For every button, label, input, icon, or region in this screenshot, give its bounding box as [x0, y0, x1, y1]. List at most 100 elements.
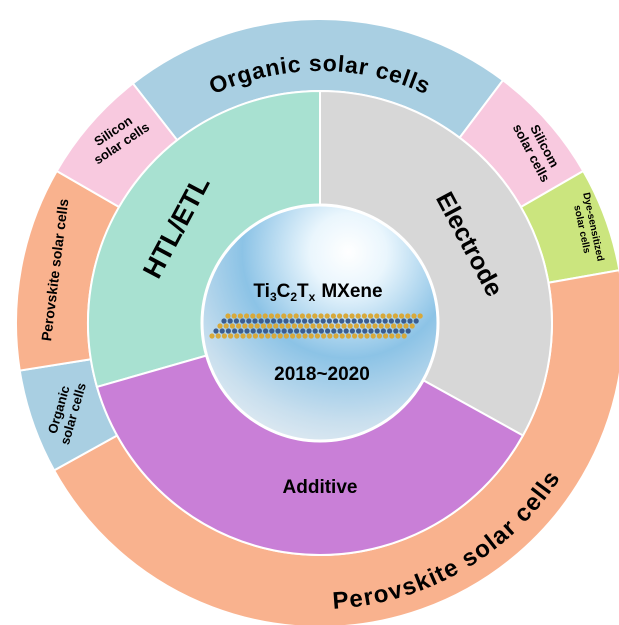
- atom: [329, 323, 334, 328]
- atom: [286, 323, 291, 328]
- atom: [278, 333, 283, 338]
- atom: [230, 323, 235, 328]
- atom: [344, 328, 349, 333]
- atom: [257, 328, 262, 333]
- atom: [318, 313, 323, 318]
- atom: [377, 333, 382, 338]
- atom: [364, 318, 369, 323]
- atom: [362, 328, 367, 333]
- atom: [325, 313, 330, 318]
- center-years: 2018~2020: [274, 364, 370, 385]
- atom: [296, 333, 301, 338]
- atom: [371, 333, 376, 338]
- atom: [375, 328, 380, 333]
- atom: [271, 333, 276, 338]
- atom: [395, 333, 400, 338]
- atom: [275, 328, 280, 333]
- atom: [397, 323, 402, 328]
- atom: [346, 333, 351, 338]
- atom: [217, 323, 222, 328]
- atom: [308, 318, 313, 323]
- atom: [238, 313, 243, 318]
- atom: [370, 318, 375, 323]
- atom: [327, 333, 332, 338]
- atom: [221, 318, 226, 323]
- atom: [335, 323, 340, 328]
- atom: [360, 323, 365, 328]
- atom: [391, 323, 396, 328]
- atom: [225, 313, 230, 318]
- atom: [302, 333, 307, 338]
- atom: [234, 333, 239, 338]
- atom: [331, 313, 336, 318]
- atom: [263, 313, 268, 318]
- atom: [402, 333, 407, 338]
- atom: [350, 328, 355, 333]
- atom: [387, 313, 392, 318]
- atom: [265, 333, 270, 338]
- atom: [228, 333, 233, 338]
- atom: [354, 323, 359, 328]
- atom: [331, 328, 336, 333]
- atom: [395, 318, 400, 323]
- atom: [242, 323, 247, 328]
- atom: [341, 323, 346, 328]
- atom: [246, 318, 251, 323]
- atom: [277, 318, 282, 323]
- atom: [232, 328, 237, 333]
- atom: [323, 323, 328, 328]
- atom: [362, 313, 367, 318]
- atom: [349, 313, 354, 318]
- atom: [292, 323, 297, 328]
- atom: [383, 333, 388, 338]
- atom: [372, 323, 377, 328]
- atom: [232, 313, 237, 318]
- atom: [389, 333, 394, 338]
- atom: [216, 333, 221, 338]
- atom: [321, 318, 326, 323]
- atom: [238, 328, 243, 333]
- atom: [352, 318, 357, 323]
- atom: [345, 318, 350, 323]
- atom: [296, 318, 301, 323]
- atom: [321, 333, 326, 338]
- atom: [287, 313, 292, 318]
- atom: [290, 318, 295, 323]
- atom: [383, 318, 388, 323]
- atom: [304, 323, 309, 328]
- atom: [269, 328, 274, 333]
- atom: [406, 328, 411, 333]
- atom: [226, 328, 231, 333]
- atom: [255, 323, 260, 328]
- atom: [298, 323, 303, 328]
- atom: [273, 323, 278, 328]
- atom: [269, 313, 274, 318]
- atom: [352, 333, 357, 338]
- atom: [306, 328, 311, 333]
- atom: [312, 313, 317, 318]
- atom: [248, 323, 253, 328]
- atom: [333, 318, 338, 323]
- atom: [337, 328, 342, 333]
- atom: [222, 333, 227, 338]
- atom: [317, 323, 322, 328]
- atom: [279, 323, 284, 328]
- atom: [294, 313, 299, 318]
- atom: [281, 313, 286, 318]
- atom: [240, 318, 245, 323]
- atom: [250, 313, 255, 318]
- atom: [356, 313, 361, 318]
- atom: [399, 313, 404, 318]
- atom: [290, 333, 295, 338]
- atom: [389, 318, 394, 323]
- atom: [259, 318, 264, 323]
- atom: [407, 318, 412, 323]
- atom: [410, 323, 415, 328]
- atom: [306, 313, 311, 318]
- atom: [414, 318, 419, 323]
- inner-label: Additive: [283, 477, 358, 498]
- atom: [253, 333, 258, 338]
- atom: [368, 313, 373, 318]
- atom: [209, 333, 214, 338]
- atom: [403, 323, 408, 328]
